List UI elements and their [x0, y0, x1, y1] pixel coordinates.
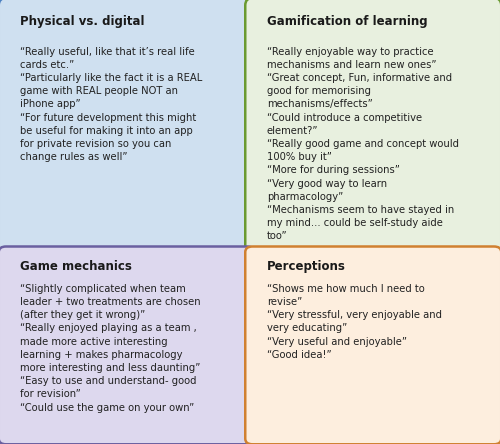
Text: “Really enjoyable way to practice
mechanisms and learn new ones”
“Great concept,: “Really enjoyable way to practice mechan…	[267, 47, 459, 242]
Text: “Slightly complicated when team
leader + two treatments are chosen
(after they g: “Slightly complicated when team leader +…	[20, 284, 201, 412]
Text: “Really useful, like that it’s real life
cards etc.”
“Particularly like the fact: “Really useful, like that it’s real life…	[20, 47, 203, 162]
Text: Game mechanics: Game mechanics	[20, 260, 132, 273]
FancyBboxPatch shape	[246, 0, 500, 255]
Text: Gamification of learning: Gamification of learning	[267, 15, 428, 28]
Text: “Shows me how much I need to
revise”
“Very stressful, very enjoyable and
very ed: “Shows me how much I need to revise” “Ve…	[267, 284, 442, 360]
FancyBboxPatch shape	[246, 246, 500, 444]
Text: Perceptions: Perceptions	[267, 260, 346, 273]
FancyBboxPatch shape	[0, 0, 254, 255]
FancyBboxPatch shape	[0, 246, 254, 444]
Text: Physical vs. digital: Physical vs. digital	[20, 15, 145, 28]
